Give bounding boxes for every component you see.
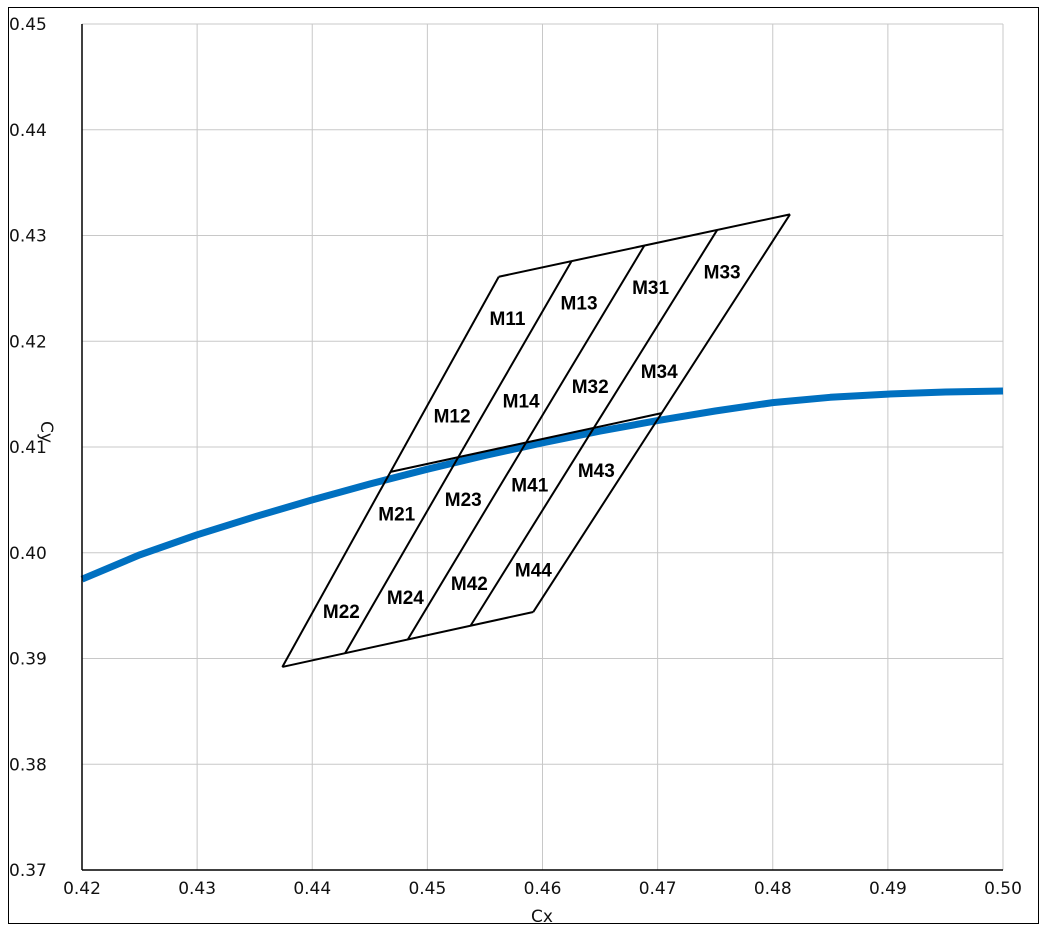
x-tick-label: 0.48 xyxy=(754,879,792,899)
y-tick-label: 0.45 xyxy=(9,15,47,35)
y-tick-label: 0.42 xyxy=(9,332,47,352)
cell-label-m31: M31 xyxy=(632,278,669,299)
cell-label-m34: M34 xyxy=(641,362,678,383)
cell-labels: M22 M24 M42 M44 M21 M23 M41 M43 M12 M14 M32 M34 M11 M… xyxy=(323,263,741,623)
cell-label-m14: M14 xyxy=(503,392,540,413)
y-tick-label: 0.41 xyxy=(9,438,47,458)
cell-boundary-line xyxy=(344,456,460,654)
y-tick-labels: 0.37 0.38 0.39 0.40 0.41 0.42 0.43 0.44 0.45 xyxy=(9,15,47,881)
x-tick-labels: 0.42 0.43 0.44 0.45 0.46 0.47 0.48 0.49 0.50 xyxy=(63,879,1022,899)
x-axis-title: Cx xyxy=(531,907,553,927)
x-tick-label: 0.43 xyxy=(178,879,216,899)
x-tick-label: 0.42 xyxy=(63,879,101,899)
x-tick-label: 0.45 xyxy=(408,879,446,899)
y-axis-title: Cy xyxy=(36,421,56,443)
cell-grid-region xyxy=(281,213,791,668)
cell-label-m21: M21 xyxy=(378,504,415,525)
cell-label-m32: M32 xyxy=(572,377,609,398)
series-curve xyxy=(80,387,1004,583)
cell-label-m22: M22 xyxy=(323,602,360,623)
cell-label-m41: M41 xyxy=(511,476,548,497)
cell-label-m24: M24 xyxy=(387,588,424,609)
cell-label-m11: M11 xyxy=(490,309,526,330)
x-tick-label: 0.46 xyxy=(524,879,562,899)
series-layer xyxy=(80,387,1004,583)
y-tick-label: 0.38 xyxy=(9,755,47,775)
cell-label-m42: M42 xyxy=(451,574,488,595)
y-tick-label: 0.40 xyxy=(9,544,47,564)
cell-label-m33: M33 xyxy=(704,263,741,284)
grid-lines xyxy=(82,23,1004,870)
y-tick-label: 0.37 xyxy=(9,861,47,881)
cell-label-m12: M12 xyxy=(434,407,471,428)
x-tick-label: 0.44 xyxy=(293,879,331,899)
x-tick-label: 0.49 xyxy=(869,879,907,899)
x-tick-label: 0.47 xyxy=(639,879,677,899)
cell-boundary-line xyxy=(469,427,595,627)
cell-label-m44: M44 xyxy=(515,560,552,581)
y-tick-label: 0.39 xyxy=(9,650,47,670)
y-tick-label: 0.43 xyxy=(9,227,47,247)
cell-boundary-line xyxy=(406,245,646,640)
cell-label-m13: M13 xyxy=(561,293,598,314)
cell-boundary-line xyxy=(532,213,791,613)
cell-label-m23: M23 xyxy=(445,490,482,511)
cell-boundary-line xyxy=(281,276,500,668)
y-tick-label: 0.44 xyxy=(9,121,47,141)
cell-boundary-line xyxy=(457,260,573,458)
cell-boundary-line xyxy=(593,229,719,429)
x-tick-label: 0.50 xyxy=(984,879,1022,899)
plot-frame xyxy=(8,7,1039,924)
cell-label-m43: M43 xyxy=(578,461,615,482)
